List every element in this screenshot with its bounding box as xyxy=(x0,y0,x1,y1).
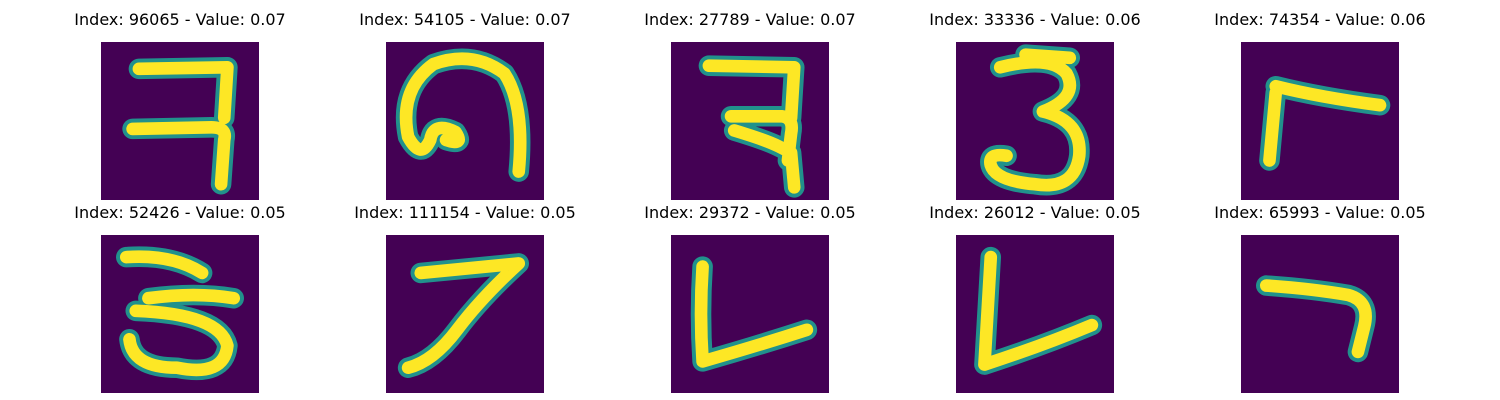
digit-image xyxy=(956,235,1114,393)
image-title: Index: 29372 - Value: 0.05 xyxy=(644,203,856,222)
image-title: Index: 27789 - Value: 0.07 xyxy=(644,10,856,29)
digit-image xyxy=(386,42,544,200)
image-title: Index: 65993 - Value: 0.05 xyxy=(1214,203,1426,222)
image-title: Index: 52426 - Value: 0.05 xyxy=(74,203,286,222)
image-panel: Index: 96065 - Value: 0.07 xyxy=(60,10,300,200)
digit-image xyxy=(956,42,1114,200)
image-title: Index: 111154 - Value: 0.05 xyxy=(354,203,576,222)
image-panel: Index: 29372 - Value: 0.05 xyxy=(630,203,870,393)
digit-image xyxy=(1241,235,1399,393)
digit-image xyxy=(101,235,259,393)
image-panel: Index: 27789 - Value: 0.07 xyxy=(630,10,870,200)
image-panel: Index: 26012 - Value: 0.05 xyxy=(915,203,1155,393)
digit-image xyxy=(1241,42,1399,200)
image-title: Index: 33336 - Value: 0.06 xyxy=(929,10,1141,29)
digit-image xyxy=(101,42,259,200)
image-panel: Index: 65993 - Value: 0.05 xyxy=(1200,203,1440,393)
image-panel: Index: 33336 - Value: 0.06 xyxy=(915,10,1155,200)
image-title: Index: 96065 - Value: 0.07 xyxy=(74,10,286,29)
image-panel: Index: 111154 - Value: 0.05 xyxy=(345,203,585,393)
digit-image xyxy=(386,235,544,393)
image-panel: Index: 74354 - Value: 0.06 xyxy=(1200,10,1440,200)
image-panel: Index: 54105 - Value: 0.07 xyxy=(345,10,585,200)
image-panel: Index: 52426 - Value: 0.05 xyxy=(60,203,300,393)
image-title: Index: 74354 - Value: 0.06 xyxy=(1214,10,1426,29)
image-title: Index: 26012 - Value: 0.05 xyxy=(929,203,1141,222)
digit-image xyxy=(671,235,829,393)
digit-image xyxy=(671,42,829,200)
image-title: Index: 54105 - Value: 0.07 xyxy=(359,10,571,29)
